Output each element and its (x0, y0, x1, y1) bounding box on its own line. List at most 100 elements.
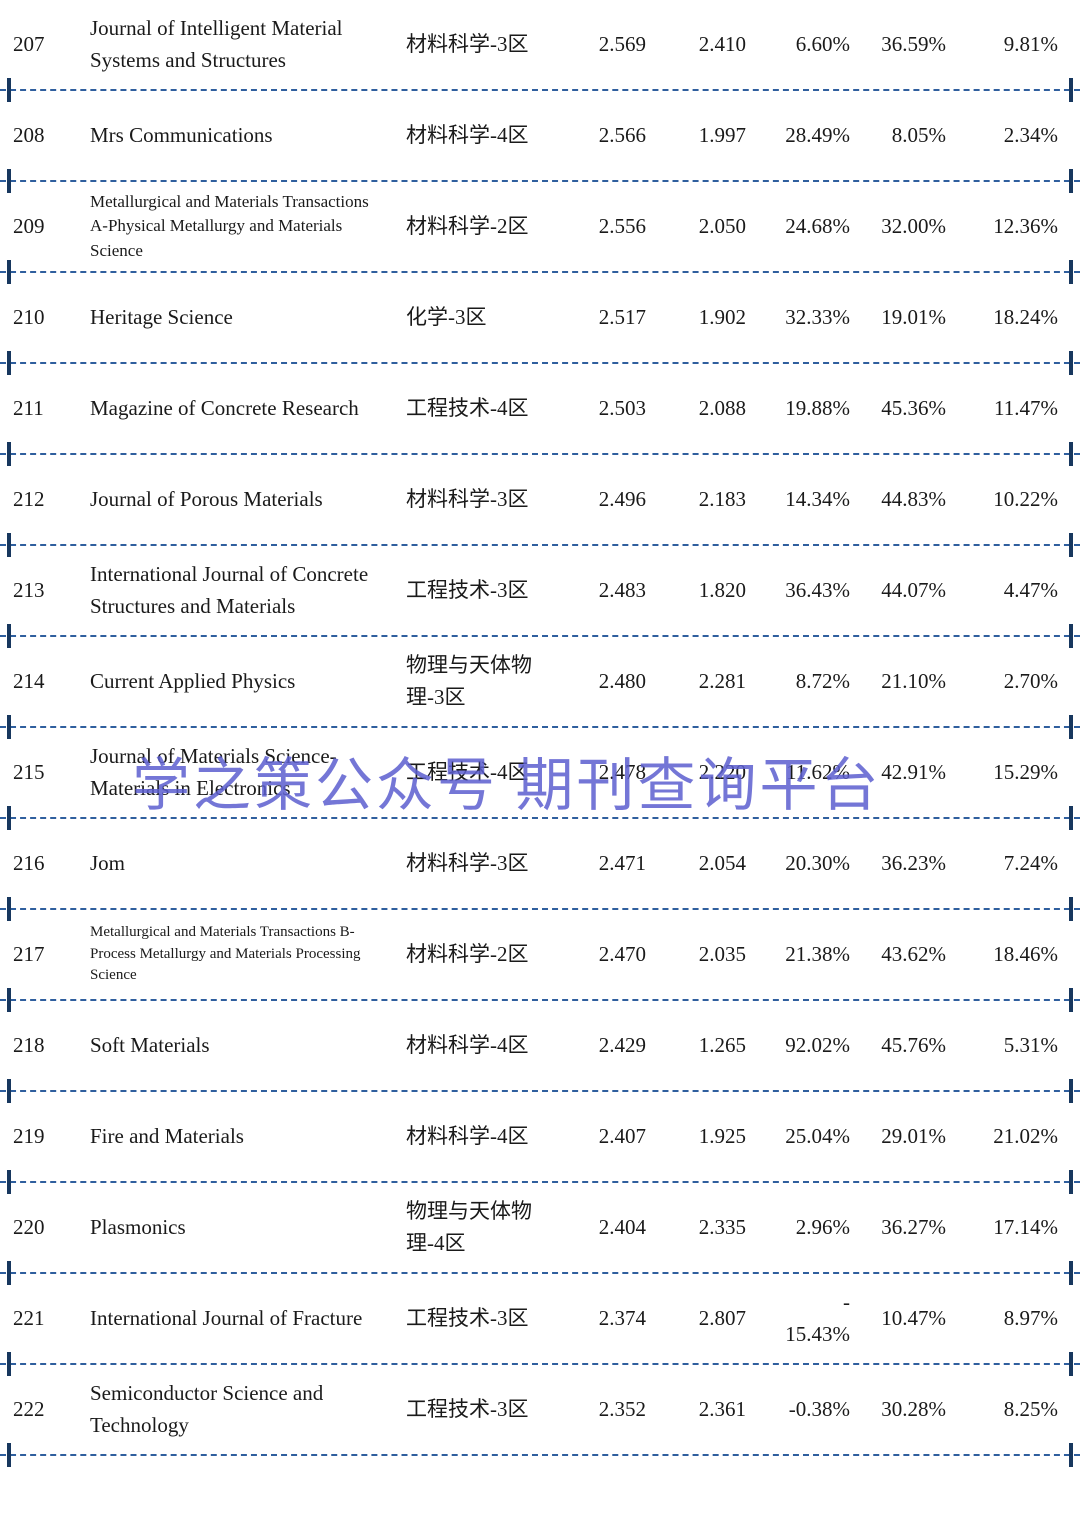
journal-name: International Journal of Fracture (90, 1305, 363, 1330)
value-cell-5: 21.02% (993, 1123, 1058, 1148)
category-cell: 材料科学-2区 (406, 941, 529, 966)
value-cell-3: 8.72% (795, 668, 850, 693)
journal-name: Metallurgical and Materials Transactions… (90, 191, 369, 260)
value-cell-2: 2.807 (698, 1305, 746, 1330)
table-row: 215 Journal of Materials Science-Materia… (0, 728, 1080, 830)
value-cell-5: 7.24% (1003, 850, 1058, 875)
value-cell-5: 18.24% (993, 304, 1058, 329)
category-cell: 化学-3区 (406, 304, 487, 329)
value-cell-5: 4.47% (1003, 577, 1058, 602)
value-cell-1: 2.374 (598, 1305, 646, 1330)
category-cell: 材料科学-4区 (406, 122, 529, 147)
value-cell-5: 9.81% (1003, 31, 1058, 56)
value-cell-4: 44.83% (881, 486, 946, 511)
value-cell-3: 24.68% (785, 213, 850, 238)
journal-name: Magazine of Concrete Research (90, 395, 359, 420)
value-cell-2: 2.281 (698, 668, 746, 693)
value-cell-5: 8.97% (1003, 1305, 1058, 1330)
value-cell-3: 32.33% (785, 304, 850, 329)
value-cell-1: 2.556 (598, 213, 646, 238)
table-row: 221 International Journal of Fracture 工程… (0, 1274, 1080, 1376)
table-row: 217 Metallurgical and Materials Transact… (0, 910, 1080, 1012)
value-cell-3: 25.04% (785, 1123, 850, 1148)
value-cell-2: 2.410 (698, 31, 746, 56)
value-cell-3: 21.38% (785, 941, 850, 966)
journal-name: Journal of Porous Materials (90, 486, 323, 511)
table-row: 208 Mrs Communications 材料科学-4区 2.566 1.9… (0, 91, 1080, 193)
rank-cell: 220 (13, 1214, 45, 1239)
journal-name: Plasmonics (90, 1214, 186, 1239)
rank-cell: 222 (13, 1396, 45, 1421)
rank-cell: 212 (13, 486, 45, 511)
value-cell-4: 45.36% (881, 395, 946, 420)
rank-cell: 215 (13, 759, 45, 784)
value-cell-3: 28.49% (785, 122, 850, 147)
value-cell-2: 2.050 (698, 213, 746, 238)
category-cell: 工程技术-3区 (406, 1305, 529, 1330)
value-cell-2: 2.035 (698, 941, 746, 966)
table-partial-row (0, 1456, 1080, 1512)
journal-name: Current Applied Physics (90, 668, 296, 693)
value-cell-3: 6.60% (795, 31, 850, 56)
table-row: 220 Plasmonics 物理与天体物理-4区 2.404 2.335 2.… (0, 1183, 1080, 1285)
value-cell-2: 1.997 (698, 122, 746, 147)
value-cell-3: - 15.43% (785, 1290, 850, 1346)
category-cell: 材料科学-4区 (406, 1032, 529, 1057)
table-row: 214 Current Applied Physics 物理与天体物理-3区 2… (0, 637, 1080, 739)
category-cell: 材料科学-3区 (406, 850, 529, 875)
value-cell-1: 2.503 (598, 395, 646, 420)
value-cell-4: 36.59% (881, 31, 946, 56)
rank-cell: 211 (13, 395, 44, 420)
value-cell-2: 2.335 (698, 1214, 746, 1239)
category-cell: 工程技术-4区 (406, 395, 529, 420)
category-cell: 材料科学-2区 (406, 213, 529, 238)
journal-name: Metallurgical and Materials Transactions… (90, 923, 361, 984)
value-cell-4: 45.76% (881, 1032, 946, 1057)
value-cell-2: 1.925 (698, 1123, 746, 1148)
rank-cell: 208 (13, 122, 45, 147)
value-cell-5: 8.25% (1003, 1396, 1058, 1421)
value-cell-1: 2.480 (598, 668, 646, 693)
value-cell-4: 29.01% (881, 1123, 946, 1148)
value-cell-1: 2.407 (598, 1123, 646, 1148)
category-cell: 工程技术-3区 (406, 1396, 529, 1421)
value-cell-4: 44.07% (881, 577, 946, 602)
table-row: 218 Soft Materials 材料科学-4区 2.429 1.265 9… (0, 1001, 1080, 1103)
value-cell-1: 2.470 (598, 941, 646, 966)
table-row: 213 International Journal of Concrete St… (0, 546, 1080, 648)
value-cell-3: 36.43% (785, 577, 850, 602)
journal-name: Semiconductor Science and Technology (90, 1381, 324, 1437)
journal-name: Fire and Materials (90, 1123, 244, 1148)
rank-cell: 217 (13, 941, 45, 966)
value-cell-4: 43.62% (881, 941, 946, 966)
value-cell-5: 12.36% (993, 213, 1058, 238)
value-cell-1: 2.569 (598, 31, 646, 56)
category-cell: 材料科学-3区 (406, 31, 529, 56)
journal-name: Heritage Science (90, 304, 233, 329)
value-cell-5: 10.22% (993, 486, 1058, 511)
table-row: 216 Jom 材料科学-3区 2.471 2.054 20.30% 36.23… (0, 819, 1080, 921)
value-cell-5: 17.14% (993, 1214, 1058, 1239)
value-cell-2: 1.265 (698, 1032, 746, 1057)
value-cell-4: 36.27% (881, 1214, 946, 1239)
journal-name: International Journal of Concrete Struct… (90, 562, 369, 618)
value-cell-4: 19.01% (881, 304, 946, 329)
value-cell-3: -0.38% (788, 1396, 850, 1421)
value-cell-5: 2.70% (1003, 668, 1058, 693)
journal-name: Journal of Intelligent Material Systems … (90, 16, 343, 72)
value-cell-3: 92.02% (785, 1032, 850, 1057)
value-cell-3: 11.62% (786, 759, 850, 784)
category-cell: 物理与天体物理-3区 (406, 653, 532, 709)
value-cell-1: 2.517 (598, 304, 646, 329)
table-row: 210 Heritage Science 化学-3区 2.517 1.902 3… (0, 273, 1080, 375)
rank-cell: 219 (13, 1123, 45, 1148)
value-cell-1: 2.496 (598, 486, 646, 511)
journal-name: Soft Materials (90, 1032, 210, 1057)
value-cell-3: 2.96% (795, 1214, 850, 1239)
table-row: 222 Semiconductor Science and Technology… (0, 1365, 1080, 1467)
value-cell-3: 14.34% (785, 486, 850, 511)
value-cell-5: 11.47% (994, 395, 1058, 420)
table-row: 212 Journal of Porous Materials 材料科学-3区 … (0, 455, 1080, 557)
value-cell-1: 2.566 (598, 122, 646, 147)
value-cell-4: 21.10% (881, 668, 946, 693)
